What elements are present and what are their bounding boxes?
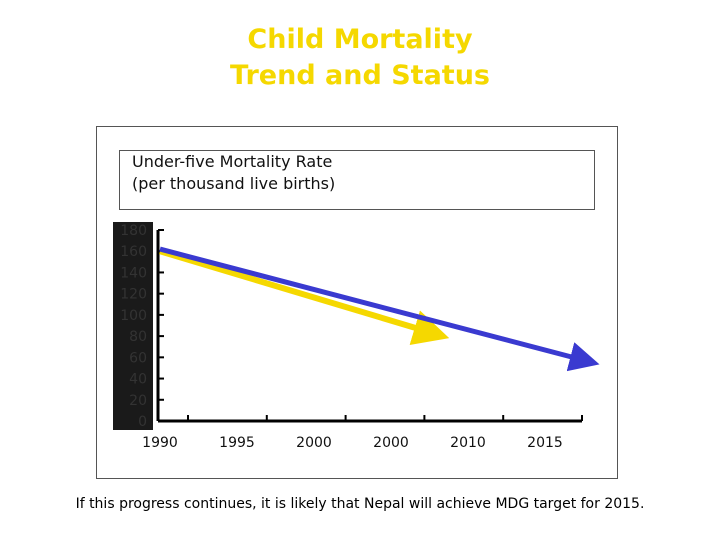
y-tick-label: 160 — [120, 244, 147, 260]
page-title: Child Mortality Trend and Status — [0, 22, 720, 94]
trend-arrow-series — [159, 246, 600, 372]
y-label-band — [113, 222, 153, 430]
y-tick-label: 0 — [138, 414, 147, 430]
achieved-arrow-series — [159, 248, 450, 345]
chart-title-line1: Under-five Mortality Rate — [132, 152, 333, 171]
page-title-line1: Child Mortality — [247, 24, 473, 55]
y-tick-label: 20 — [129, 393, 147, 409]
x-tick-label: 2000 — [373, 435, 409, 451]
x-tick-label: 2000 — [296, 435, 332, 451]
y-tick-label: 60 — [129, 350, 147, 366]
x-tick-label: 1990 — [142, 435, 178, 451]
y-tick-label: 180 — [120, 223, 147, 239]
y-tick-label: 80 — [129, 329, 147, 345]
chart-title-box: Under-five Mortality Rate (per thousand … — [119, 150, 595, 210]
chart-title-line2: (per thousand live births) — [132, 174, 336, 193]
y-tick-label: 100 — [120, 308, 147, 324]
chart-frame — [96, 126, 618, 479]
x-tick-label: 1995 — [219, 435, 255, 451]
page-title-line2: Trend and Status — [230, 60, 490, 91]
x-tick-label: 2010 — [450, 435, 486, 451]
x-tick-label: 2015 — [527, 435, 563, 451]
y-tick-label: 40 — [129, 372, 147, 388]
y-tick-label: 120 — [120, 287, 147, 303]
footer-note: If this progress continues, it is likely… — [75, 496, 645, 512]
y-tick-label: 140 — [120, 265, 147, 281]
